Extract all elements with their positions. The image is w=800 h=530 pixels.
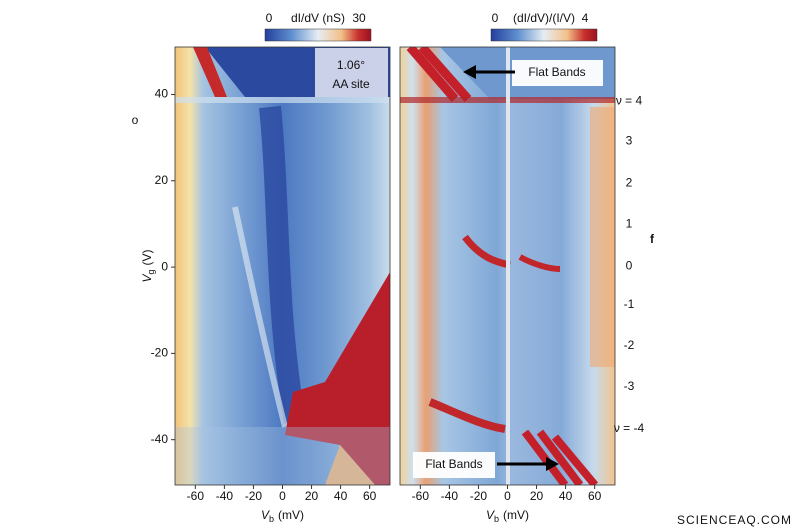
annotation: 1.06° (337, 58, 365, 72)
annotation: Flat Bands (528, 65, 585, 79)
axis-label-symbol: V (486, 508, 495, 522)
colorbar (490, 28, 598, 42)
axis-label-unit: (V) (140, 249, 154, 265)
x-tick-label: -20 (245, 489, 263, 503)
colorbar-label: dI/dV (nS) (291, 11, 345, 25)
axis-label-unit: (mV) (503, 508, 529, 522)
axis-label-subscript: b (494, 514, 499, 524)
map-band (518, 254, 561, 272)
map-streak (232, 206, 288, 428)
annotation-box (315, 48, 388, 97)
filling-tick-label: 0 (626, 258, 633, 272)
map-region (590, 107, 615, 367)
annotation: Flat Bands (425, 457, 482, 471)
map-stripe (175, 97, 390, 103)
axis-label: Vb (mV) (261, 508, 304, 524)
axis-label-symbol: V (261, 508, 270, 522)
x-tick-label: -60 (412, 489, 430, 503)
annotation-box (413, 452, 495, 478)
x-tick-label: -60 (187, 489, 205, 503)
axis-label-symbol: V (140, 274, 154, 283)
filling-tick-label: -2 (624, 338, 635, 352)
x-tick-label: 20 (305, 489, 319, 503)
heatmap-left (175, 47, 390, 485)
map-band (521, 429, 599, 485)
x-tick-label: 0 (279, 489, 286, 503)
filling-tick-label: -3 (624, 379, 635, 393)
filling-tick-label: -1 (624, 297, 635, 311)
x-tick-label: 60 (588, 489, 602, 503)
filling-tick-label: ν = -4 (614, 421, 645, 435)
map-region (193, 47, 227, 97)
y-tick-label: 20 (155, 173, 169, 187)
y-tick-label: -40 (151, 432, 169, 446)
arrow-head (463, 65, 476, 79)
map-band (428, 398, 506, 433)
map-region (285, 272, 390, 485)
x-tick-label: 40 (559, 489, 573, 503)
map-stripe (506, 47, 510, 485)
filling-tick-label: 2 (626, 176, 633, 190)
annotation: AA site (332, 77, 370, 91)
map-band (406, 47, 472, 102)
axis-label-unit: (mV) (278, 508, 304, 522)
annotation-box (512, 60, 603, 86)
axis-label-subscript: g (146, 269, 156, 274)
filling-tick-label: ν = 4 (616, 94, 643, 108)
watermark: SCIENCEAQ.COM (677, 513, 792, 527)
stray-mark: o (132, 113, 139, 127)
filling-axis-label: f (650, 232, 655, 246)
x-tick-label: -20 (470, 489, 488, 503)
axis-label: Vg (V) (140, 249, 156, 282)
colorbar-tick-label: 0 (266, 11, 273, 25)
map-region (175, 427, 390, 485)
colorbar-tick-label: 30 (352, 11, 366, 25)
axis-label-subscript: b (269, 514, 274, 524)
map-region (325, 445, 375, 485)
y-tick-label: 0 (161, 259, 168, 273)
x-tick-label: -40 (216, 489, 234, 503)
colorbar-tick-label: 0 (492, 11, 499, 25)
colorbar-tick-label: 4 (582, 11, 589, 25)
filling-tick-label: 3 (626, 134, 633, 148)
arrow-head (546, 457, 559, 471)
y-tick-label: 40 (155, 87, 169, 101)
filling-tick-label: 1 (626, 217, 633, 231)
heatmap-right (400, 47, 615, 485)
y-tick-label: -20 (151, 346, 169, 360)
axis-label: Vb (mV) (486, 508, 529, 524)
colorbar-label: (dI/dV)/(I/V) (513, 11, 575, 25)
x-tick-label: 20 (530, 489, 544, 503)
x-tick-label: 0 (504, 489, 511, 503)
map-streak (259, 105, 306, 424)
x-tick-label: 60 (363, 489, 377, 503)
colorbar (264, 28, 372, 42)
x-tick-label: 40 (334, 489, 348, 503)
x-tick-label: -40 (441, 489, 459, 503)
